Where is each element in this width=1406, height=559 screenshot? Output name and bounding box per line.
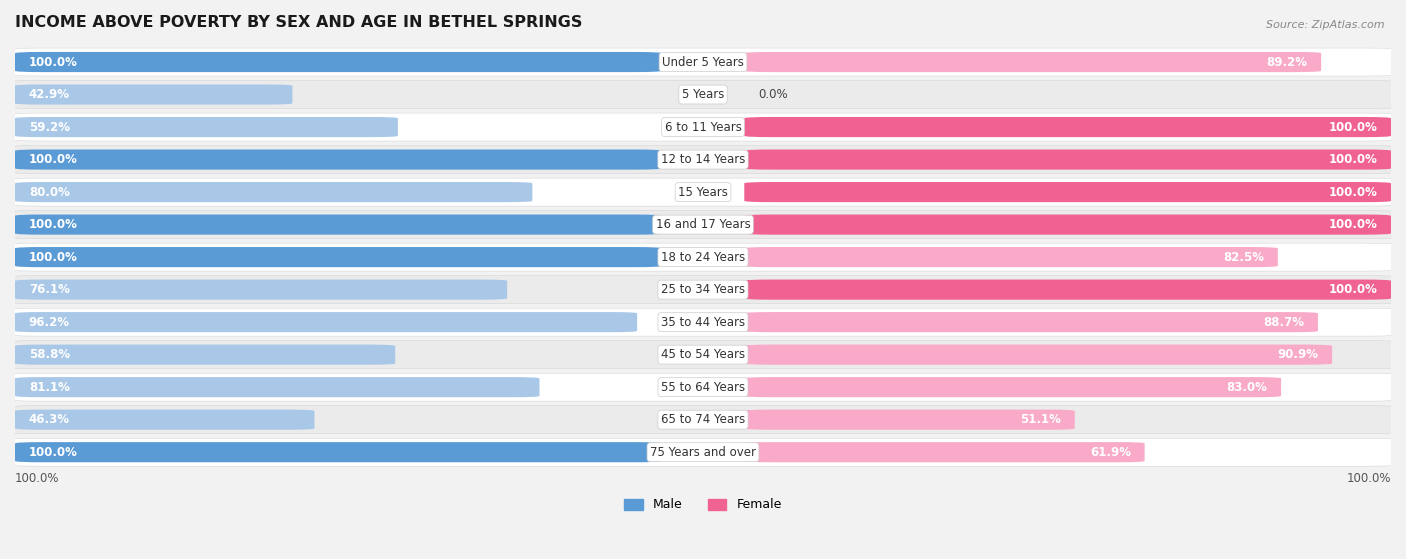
- Text: 61.9%: 61.9%: [1090, 446, 1130, 459]
- Text: 45 to 54 Years: 45 to 54 Years: [661, 348, 745, 361]
- Text: 58.8%: 58.8%: [28, 348, 70, 361]
- FancyBboxPatch shape: [15, 149, 662, 169]
- FancyBboxPatch shape: [744, 117, 1391, 137]
- Text: 80.0%: 80.0%: [28, 186, 70, 198]
- FancyBboxPatch shape: [1, 178, 1405, 206]
- FancyBboxPatch shape: [15, 52, 662, 72]
- FancyBboxPatch shape: [1, 243, 1405, 271]
- Text: 51.1%: 51.1%: [1021, 413, 1062, 426]
- Text: 100.0%: 100.0%: [15, 472, 59, 485]
- Text: 25 to 34 Years: 25 to 34 Years: [661, 283, 745, 296]
- Text: 42.9%: 42.9%: [28, 88, 70, 101]
- FancyBboxPatch shape: [15, 117, 398, 137]
- Text: 18 to 24 Years: 18 to 24 Years: [661, 250, 745, 264]
- Text: 5 Years: 5 Years: [682, 88, 724, 101]
- FancyBboxPatch shape: [1, 145, 1405, 173]
- FancyBboxPatch shape: [15, 280, 508, 300]
- FancyBboxPatch shape: [1, 48, 1405, 76]
- Text: 100.0%: 100.0%: [1329, 186, 1378, 198]
- Text: 100.0%: 100.0%: [28, 218, 77, 231]
- FancyBboxPatch shape: [15, 247, 662, 267]
- FancyBboxPatch shape: [1, 211, 1405, 239]
- Text: 100.0%: 100.0%: [28, 250, 77, 264]
- FancyBboxPatch shape: [744, 149, 1391, 169]
- FancyBboxPatch shape: [15, 312, 637, 332]
- Text: 59.2%: 59.2%: [28, 121, 70, 134]
- FancyBboxPatch shape: [1, 438, 1405, 466]
- Text: 83.0%: 83.0%: [1226, 381, 1267, 394]
- FancyBboxPatch shape: [744, 280, 1391, 300]
- FancyBboxPatch shape: [744, 312, 1317, 332]
- FancyBboxPatch shape: [1, 406, 1405, 434]
- FancyBboxPatch shape: [744, 377, 1281, 397]
- Legend: Male, Female: Male, Female: [619, 494, 787, 517]
- Text: 90.9%: 90.9%: [1278, 348, 1319, 361]
- Text: 100.0%: 100.0%: [28, 153, 77, 166]
- Text: 16 and 17 Years: 16 and 17 Years: [655, 218, 751, 231]
- Text: 96.2%: 96.2%: [28, 316, 70, 329]
- FancyBboxPatch shape: [1, 276, 1405, 304]
- FancyBboxPatch shape: [15, 377, 540, 397]
- FancyBboxPatch shape: [744, 410, 1074, 430]
- FancyBboxPatch shape: [744, 215, 1391, 235]
- FancyBboxPatch shape: [15, 215, 662, 235]
- Text: 100.0%: 100.0%: [1329, 283, 1378, 296]
- Text: 100.0%: 100.0%: [1347, 472, 1391, 485]
- FancyBboxPatch shape: [1, 113, 1405, 141]
- Text: 75 Years and over: 75 Years and over: [650, 446, 756, 459]
- FancyBboxPatch shape: [744, 182, 1391, 202]
- Text: 100.0%: 100.0%: [28, 446, 77, 459]
- Text: 89.2%: 89.2%: [1267, 55, 1308, 69]
- FancyBboxPatch shape: [744, 247, 1278, 267]
- Text: 100.0%: 100.0%: [1329, 121, 1378, 134]
- Text: 81.1%: 81.1%: [28, 381, 70, 394]
- Text: Under 5 Years: Under 5 Years: [662, 55, 744, 69]
- Text: INCOME ABOVE POVERTY BY SEX AND AGE IN BETHEL SPRINGS: INCOME ABOVE POVERTY BY SEX AND AGE IN B…: [15, 15, 582, 30]
- Text: 82.5%: 82.5%: [1223, 250, 1264, 264]
- Text: 76.1%: 76.1%: [28, 283, 70, 296]
- Text: 88.7%: 88.7%: [1263, 316, 1305, 329]
- FancyBboxPatch shape: [15, 442, 662, 462]
- Text: 12 to 14 Years: 12 to 14 Years: [661, 153, 745, 166]
- Text: 15 Years: 15 Years: [678, 186, 728, 198]
- FancyBboxPatch shape: [1, 373, 1405, 401]
- Text: Source: ZipAtlas.com: Source: ZipAtlas.com: [1267, 20, 1385, 30]
- Text: 65 to 74 Years: 65 to 74 Years: [661, 413, 745, 426]
- Text: 55 to 64 Years: 55 to 64 Years: [661, 381, 745, 394]
- FancyBboxPatch shape: [15, 344, 395, 364]
- FancyBboxPatch shape: [1, 80, 1405, 108]
- Text: 46.3%: 46.3%: [28, 413, 70, 426]
- FancyBboxPatch shape: [744, 344, 1331, 364]
- FancyBboxPatch shape: [15, 84, 292, 105]
- FancyBboxPatch shape: [744, 52, 1322, 72]
- Text: 6 to 11 Years: 6 to 11 Years: [665, 121, 741, 134]
- Text: 100.0%: 100.0%: [1329, 218, 1378, 231]
- FancyBboxPatch shape: [15, 182, 533, 202]
- FancyBboxPatch shape: [744, 442, 1144, 462]
- FancyBboxPatch shape: [1, 308, 1405, 336]
- Text: 0.0%: 0.0%: [758, 88, 787, 101]
- Text: 100.0%: 100.0%: [1329, 153, 1378, 166]
- FancyBboxPatch shape: [15, 410, 315, 430]
- Text: 100.0%: 100.0%: [28, 55, 77, 69]
- Text: 35 to 44 Years: 35 to 44 Years: [661, 316, 745, 329]
- FancyBboxPatch shape: [1, 340, 1405, 368]
